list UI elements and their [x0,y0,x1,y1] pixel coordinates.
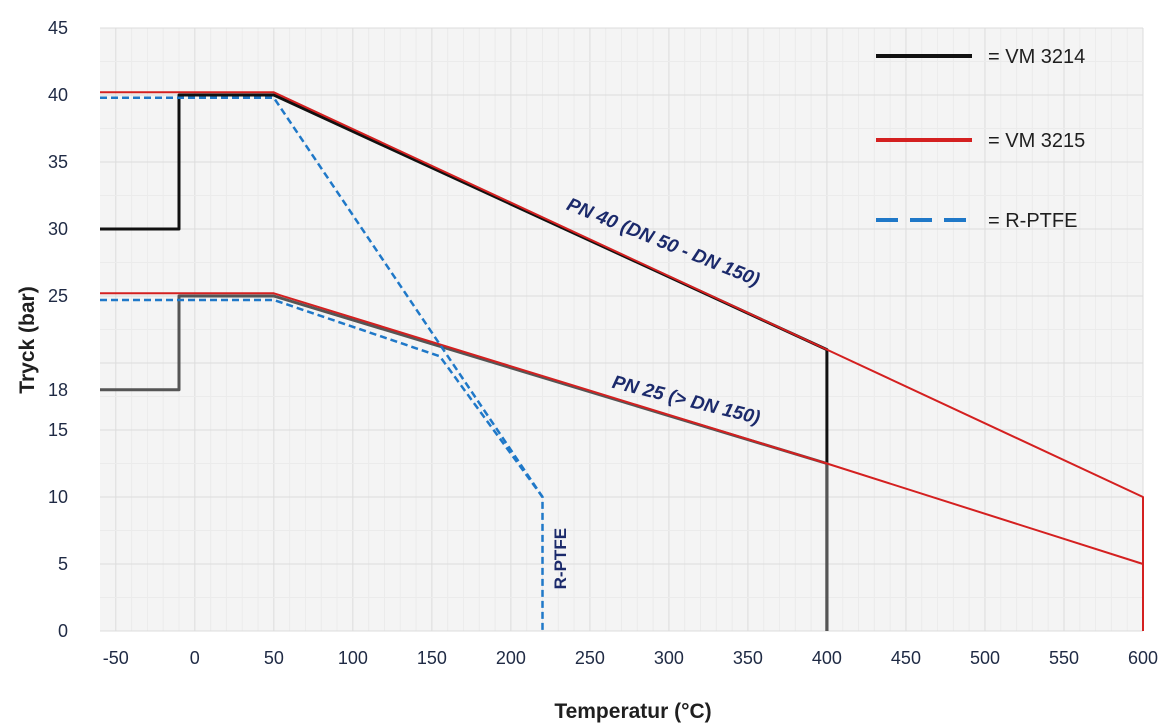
x-tick-label: 300 [654,648,684,668]
series-line-vm-3214-pn40 [100,93,829,631]
series-line-vm-3215-pn25 [100,292,1144,565]
x-tick-label: 350 [733,648,763,668]
annotation-label: R-PTFE [551,528,570,589]
x-tick-label: 400 [812,648,842,668]
y-tick-label: 15 [48,420,68,440]
y-axis-title: Tryck (bar) [16,286,39,393]
y-tick-label: 0 [58,621,68,641]
x-tick-label: 500 [970,648,1000,668]
legend-label: = R-PTFE [988,210,1077,232]
y-tick-label: 10 [48,487,68,507]
y-tick-label: 25 [48,286,68,306]
x-tick-label: 200 [496,648,526,668]
data-series [100,91,1144,631]
y-tick-label: 45 [48,18,68,38]
x-tick-label: 600 [1128,648,1158,668]
x-tick-label: 150 [417,648,447,668]
x-axis-ticks: -50 0 50 100 150 200 250 300 350 400 450 500 550 600 [103,648,1158,668]
y-tick-label: 5 [58,554,68,574]
y-axis-ticks: 0 5 10 15 18 25 30 35 40 45 [48,18,68,641]
x-axis-title: Temperatur (°C) [554,700,711,723]
x-tick-label: 0 [190,648,200,668]
gridlines [100,27,1144,632]
x-tick-label: 50 [264,648,284,668]
x-tick-label: 550 [1049,648,1079,668]
series-line-vm-3214-pn25 [100,294,829,631]
legend-label: = VM 3215 [988,130,1085,152]
legend-label: = VM 3214 [988,46,1085,68]
y-tick-label: 35 [48,152,68,172]
x-tick-label: 450 [891,648,921,668]
x-tick-label: 250 [575,648,605,668]
legend: = VM 3214 = VM 3215 = R-PTFE [876,46,1085,232]
series-line-vm-3215-pn40 [100,91,1144,631]
y-tick-label: 18 [48,380,68,400]
x-tick-label: -50 [103,648,129,668]
y-tick-label: 40 [48,85,68,105]
x-tick-label: 100 [338,648,368,668]
y-tick-label: 30 [48,219,68,239]
